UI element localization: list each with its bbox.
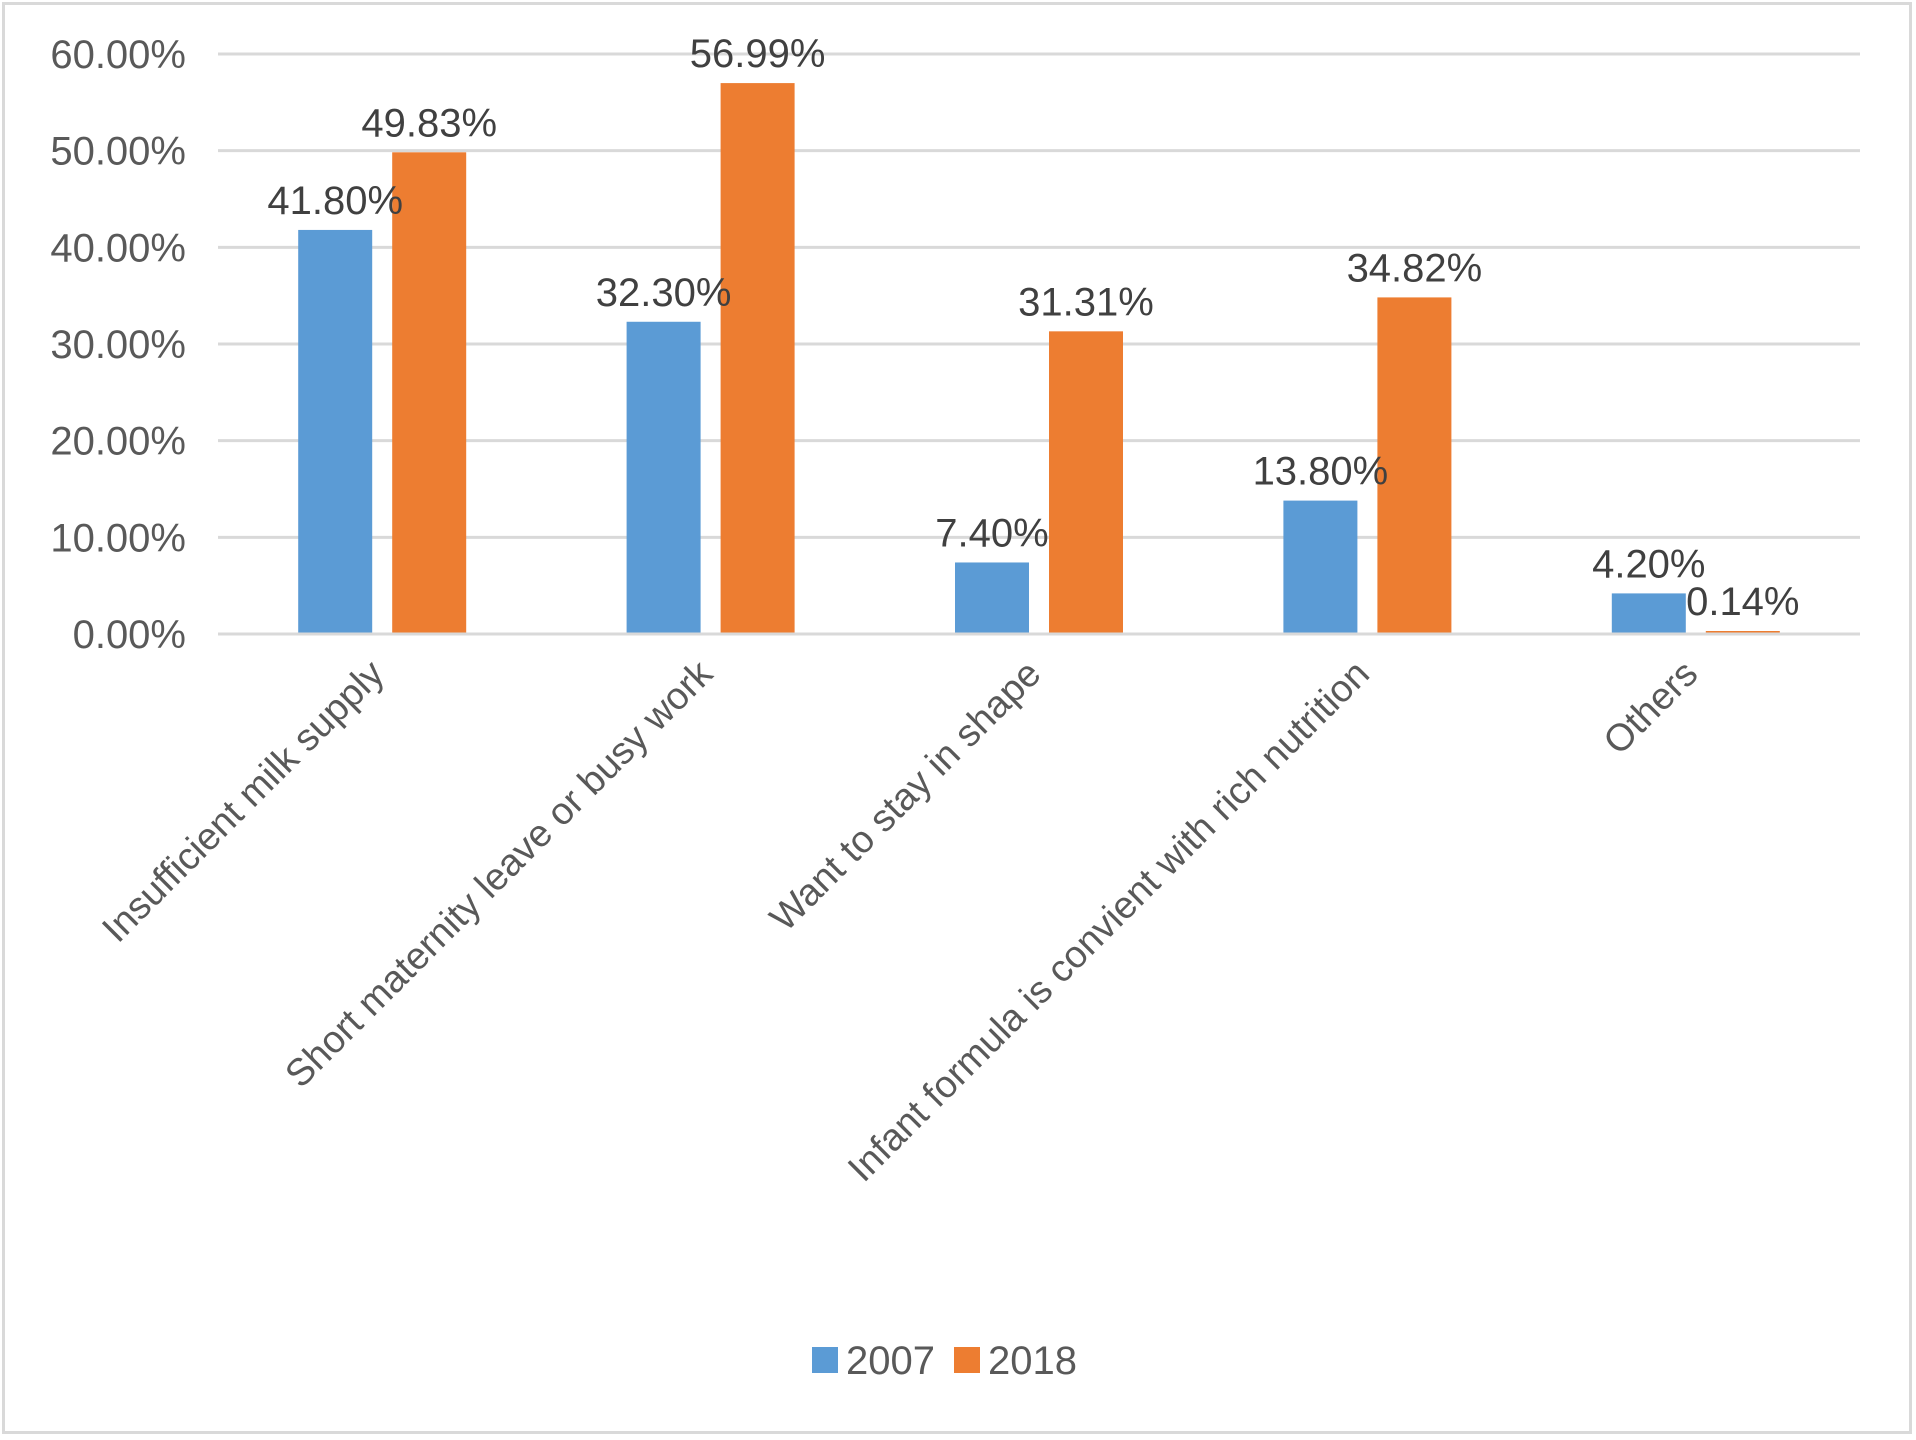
data-label-2007-3: 13.80% xyxy=(1253,450,1389,494)
data-label-2007-1: 32.30% xyxy=(596,271,732,315)
y-tick-label: 10.00% xyxy=(50,516,186,560)
y-tick-label: 20.00% xyxy=(50,420,186,464)
y-tick-label: 40.00% xyxy=(50,226,186,270)
legend: 2007 2018 xyxy=(812,1339,1077,1383)
bar-2007-1 xyxy=(626,321,701,634)
data-label-2018-4: 0.14% xyxy=(1686,580,1799,624)
legend-swatch-2007 xyxy=(812,1347,838,1373)
y-tick-label: 30.00% xyxy=(50,323,186,367)
data-label-2018-1: 56.99% xyxy=(690,32,826,76)
bar-2018-2 xyxy=(1049,331,1123,634)
y-axis-tick-labels: 0.00% 10.00% 20.00% 30.00% 40.00% 50.00% 60.00… xyxy=(50,33,186,657)
bar-2007-3 xyxy=(1283,500,1358,634)
bar-2018-0 xyxy=(392,152,467,634)
bar-2018-3 xyxy=(1377,297,1452,634)
data-label-2007-0: 41.80% xyxy=(267,179,403,223)
data-label-2007-4: 4.20% xyxy=(1592,542,1705,586)
legend-label-2007: 2007 xyxy=(846,1339,935,1383)
bars xyxy=(298,83,1780,634)
data-label-2018-3: 34.82% xyxy=(1347,246,1483,290)
category-label-4: Others xyxy=(1596,653,1706,763)
gridlines xyxy=(218,52,1860,539)
legend-swatch-2018 xyxy=(954,1347,980,1373)
y-tick-label: 60.00% xyxy=(50,33,186,77)
category-label-3: Infant formula is convient with rich nut… xyxy=(840,653,1377,1190)
bar-2007-2 xyxy=(955,562,1029,634)
legend-label-2018: 2018 xyxy=(988,1339,1077,1383)
data-label-2018-0: 49.83% xyxy=(361,101,497,145)
y-tick-label: 0.00% xyxy=(73,613,186,657)
y-tick-label: 50.00% xyxy=(50,130,186,174)
data-labels: 41.80% 49.83% 32.30% 56.99% 7.40% 31.31% 13.80… xyxy=(267,32,1799,624)
data-label-2007-2: 7.40% xyxy=(935,511,1048,555)
category-label-2: Want to stay in shape xyxy=(762,653,1049,940)
bar-2007-4 xyxy=(1611,593,1686,634)
bar-2018-1 xyxy=(720,83,795,634)
category-label-0: Insufficient milk supply xyxy=(95,653,393,951)
bar-2007-0 xyxy=(298,229,373,634)
data-label-2018-2: 31.31% xyxy=(1018,280,1154,324)
